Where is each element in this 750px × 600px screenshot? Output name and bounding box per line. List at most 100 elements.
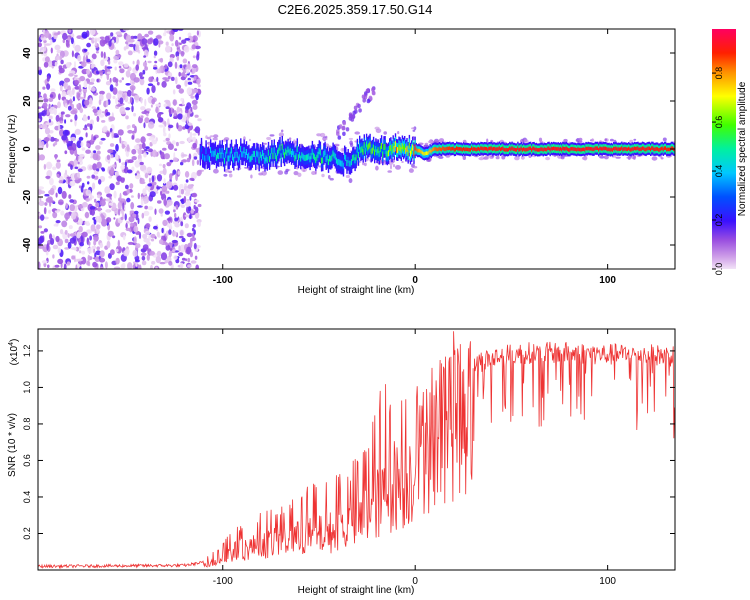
- noise-speckle: [55, 235, 60, 243]
- noise-speckle: [131, 148, 137, 155]
- noise-speckle: [46, 110, 49, 116]
- noise-speckle: [193, 242, 197, 250]
- noise-speckle: [126, 221, 130, 224]
- signal-cell: [456, 146, 458, 150]
- noise-speckle: [115, 82, 119, 87]
- signal-cell: [556, 147, 558, 151]
- noise-speckle: [125, 115, 129, 120]
- noise-speckle: [172, 89, 176, 95]
- noise-speckle: [182, 69, 187, 74]
- noise-speckle: [52, 143, 56, 147]
- noise-speckle: [105, 112, 111, 116]
- noise-speckle: [70, 119, 73, 123]
- colorbar-tick-label: 0.6: [714, 116, 724, 129]
- signal-cell: [337, 159, 339, 166]
- noise-speckle: [97, 106, 100, 111]
- noise-speckle: [153, 67, 158, 70]
- noise-speckle: [148, 234, 152, 242]
- noise-speckle: [159, 66, 162, 74]
- signal-cell: [524, 147, 526, 152]
- colorbar-tick-label: 0.8: [714, 67, 724, 80]
- signal-cell: [581, 147, 584, 152]
- noise-speckle: [157, 112, 161, 119]
- signal-cell: [364, 148, 367, 155]
- noise-speckle: [96, 224, 101, 230]
- noise-speckle: [169, 222, 172, 229]
- signal-cell: [653, 147, 655, 152]
- signal-cell: [601, 147, 603, 151]
- noise-speckle: [180, 221, 184, 227]
- noise-speckle: [161, 185, 168, 193]
- noise-speckle: [140, 97, 143, 104]
- noise-speckle: [73, 159, 78, 165]
- noise-speckle: [161, 227, 164, 234]
- noise-speckle: [164, 99, 171, 103]
- noise-speckle: [140, 115, 144, 119]
- noise-speckle: [185, 179, 189, 183]
- signal-cell: [402, 145, 405, 152]
- signal-cell: [600, 146, 602, 151]
- noise-speckle: [85, 149, 91, 154]
- noise-speckle: [67, 241, 72, 249]
- noise-speckle: [44, 127, 51, 135]
- halo-speckle: [277, 170, 284, 175]
- noise-speckle: [107, 149, 114, 154]
- noise-speckle: [85, 198, 90, 202]
- noise-speckle: [172, 249, 176, 253]
- noise-speckle: [146, 254, 150, 261]
- signal-cell: [362, 148, 364, 155]
- branch-speckle: [364, 91, 368, 96]
- signal-band: [199, 133, 675, 177]
- noise-speckle: [83, 48, 88, 52]
- noise-speckle: [50, 47, 53, 54]
- noise-speckle: [44, 56, 50, 63]
- spectrogram-ytick-label: -20: [22, 189, 33, 204]
- noise-speckle: [131, 87, 134, 95]
- noise-speckle: [178, 252, 184, 257]
- noise-speckle: [173, 209, 176, 213]
- signal-cell: [666, 147, 668, 152]
- signal-cell: [540, 147, 542, 151]
- noise-speckle: [106, 132, 110, 138]
- noise-speckle: [77, 165, 81, 169]
- noise-speckle: [135, 261, 138, 267]
- noise-speckle: [106, 240, 111, 249]
- noise-speckle: [156, 231, 160, 238]
- noise-speckle: [77, 161, 80, 165]
- noise-speckle: [180, 188, 185, 195]
- signal-cell: [533, 146, 535, 151]
- signal-cell: [464, 147, 466, 152]
- noise-speckle: [134, 266, 138, 269]
- noise-speckle: [94, 198, 97, 203]
- noise-speckle: [181, 154, 188, 157]
- noise-speckle: [99, 250, 105, 258]
- noise-speckle: [78, 136, 84, 141]
- noise-speckle: [144, 205, 149, 210]
- signal-cell: [408, 142, 411, 149]
- signal-cell: [400, 147, 402, 154]
- noise-speckle: [150, 238, 155, 242]
- signal-cell: [643, 146, 645, 151]
- noise-speckle: [153, 55, 156, 59]
- noise-speckle: [100, 59, 105, 67]
- colorbar-tick-label: 0.2: [714, 214, 724, 227]
- signal-cell: [310, 153, 312, 160]
- noise-speckle: [149, 250, 156, 256]
- signal-cell: [334, 153, 337, 160]
- noise-speckle: [90, 156, 94, 159]
- halo-speckle: [311, 171, 316, 175]
- noise-speckle: [83, 99, 90, 106]
- noise-speckle: [57, 101, 61, 109]
- noise-speckle: [86, 229, 93, 234]
- signal-cell: [484, 146, 487, 151]
- halo-speckle: [314, 169, 317, 175]
- noise-speckle: [115, 97, 118, 105]
- noise-speckle: [141, 38, 148, 45]
- noise-speckle: [68, 194, 72, 199]
- noise-speckle: [141, 111, 147, 115]
- noise-speckle: [125, 44, 129, 50]
- noise-speckle: [93, 247, 96, 254]
- noise-speckle: [171, 239, 178, 244]
- noise-speckle: [76, 155, 83, 163]
- signal-cell: [611, 148, 614, 152]
